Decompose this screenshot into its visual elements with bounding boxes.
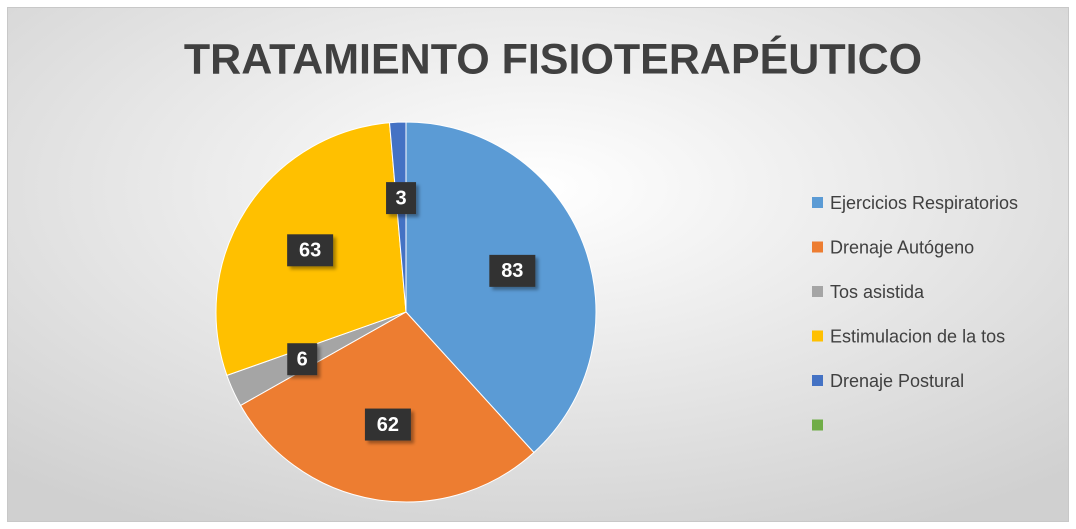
- data-label: 63: [299, 240, 321, 262]
- legend-swatch: [812, 286, 823, 297]
- data-label-box: [489, 254, 536, 287]
- legend-label: Ejercicios Respiratorios: [830, 193, 1018, 213]
- data-label-box: [386, 182, 417, 215]
- data-label-box: [287, 343, 318, 376]
- legend-swatch: [812, 375, 823, 386]
- chart-title: TRATAMIENTO FISIOTERAPÉUTICO: [184, 35, 922, 83]
- data-label: 3: [395, 187, 406, 209]
- legend-swatch: [812, 330, 823, 342]
- data-label-box: [364, 408, 411, 441]
- pie-slice: [239, 311, 535, 503]
- legend-swatch: [812, 197, 823, 208]
- legend-swatch: [812, 419, 823, 431]
- data-label: 83: [501, 260, 523, 282]
- data-label: 62: [377, 414, 399, 436]
- data-label-box: [287, 234, 334, 267]
- legend-label: Estimulacion de la tos: [830, 326, 1005, 346]
- legend-label: Drenaje Autógeno: [830, 237, 974, 257]
- legend-swatch: [812, 241, 823, 253]
- pie-slice: [388, 121, 407, 313]
- data-label: 6: [297, 349, 308, 371]
- legend-label: Tos asistida: [830, 282, 925, 302]
- pie-slice: [405, 121, 597, 454]
- legend-label: Drenaje Postural: [830, 371, 964, 391]
